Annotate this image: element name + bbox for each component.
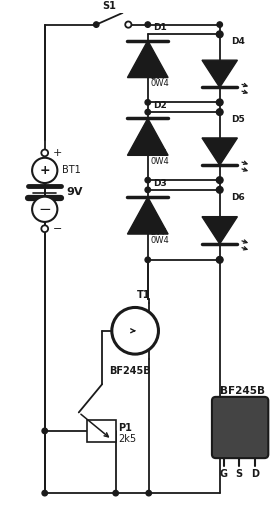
Text: D2: D2 bbox=[153, 101, 166, 110]
Circle shape bbox=[217, 177, 222, 183]
Text: 2V7: 2V7 bbox=[151, 150, 167, 158]
Circle shape bbox=[145, 100, 150, 105]
Circle shape bbox=[217, 257, 222, 263]
Text: −: − bbox=[38, 202, 51, 217]
Text: 0W4: 0W4 bbox=[151, 236, 169, 245]
Circle shape bbox=[217, 257, 222, 263]
Circle shape bbox=[217, 109, 223, 115]
Circle shape bbox=[217, 31, 223, 37]
Circle shape bbox=[42, 490, 48, 496]
Circle shape bbox=[145, 110, 150, 115]
Text: D: D bbox=[251, 469, 259, 479]
Circle shape bbox=[217, 187, 223, 193]
Circle shape bbox=[112, 307, 158, 354]
FancyBboxPatch shape bbox=[87, 420, 116, 441]
Polygon shape bbox=[202, 60, 237, 88]
Text: G: G bbox=[220, 469, 228, 479]
Text: D1: D1 bbox=[153, 24, 166, 32]
Circle shape bbox=[217, 100, 222, 105]
Text: 9V: 9V bbox=[66, 187, 83, 197]
Circle shape bbox=[41, 225, 48, 232]
Circle shape bbox=[217, 99, 223, 105]
Text: −: − bbox=[53, 224, 62, 233]
Text: 2V7: 2V7 bbox=[151, 228, 167, 237]
Circle shape bbox=[32, 197, 57, 222]
Text: BF245B: BF245B bbox=[109, 366, 151, 376]
Circle shape bbox=[217, 187, 222, 193]
Circle shape bbox=[94, 22, 99, 27]
Text: D6: D6 bbox=[231, 193, 245, 202]
Circle shape bbox=[42, 428, 48, 434]
Circle shape bbox=[217, 32, 222, 37]
Circle shape bbox=[146, 490, 151, 496]
FancyBboxPatch shape bbox=[212, 397, 268, 458]
Polygon shape bbox=[127, 118, 168, 155]
Text: BF245B: BF245B bbox=[220, 386, 265, 396]
Text: 2V7: 2V7 bbox=[151, 72, 167, 80]
Circle shape bbox=[145, 22, 150, 27]
Text: T1: T1 bbox=[137, 290, 151, 300]
Text: 0W4: 0W4 bbox=[151, 157, 169, 166]
Polygon shape bbox=[127, 197, 168, 234]
Circle shape bbox=[217, 22, 222, 27]
Text: D5: D5 bbox=[231, 115, 245, 124]
Text: D3: D3 bbox=[153, 179, 166, 188]
Polygon shape bbox=[202, 217, 237, 244]
Circle shape bbox=[217, 177, 223, 183]
Circle shape bbox=[145, 257, 150, 263]
Text: 0W4: 0W4 bbox=[151, 79, 169, 89]
Polygon shape bbox=[202, 138, 237, 165]
Circle shape bbox=[32, 158, 57, 183]
Circle shape bbox=[113, 490, 118, 496]
Circle shape bbox=[145, 187, 150, 193]
Text: 2k5: 2k5 bbox=[119, 434, 137, 444]
Circle shape bbox=[41, 150, 48, 156]
Polygon shape bbox=[127, 40, 168, 78]
Text: BT1: BT1 bbox=[62, 165, 81, 176]
Circle shape bbox=[145, 177, 150, 183]
Text: +: + bbox=[39, 164, 50, 177]
Circle shape bbox=[217, 110, 222, 115]
Text: D4: D4 bbox=[231, 37, 245, 47]
Text: +: + bbox=[53, 148, 62, 158]
Text: P1: P1 bbox=[119, 423, 132, 433]
Text: S: S bbox=[235, 469, 243, 479]
Text: S1: S1 bbox=[102, 1, 116, 11]
Circle shape bbox=[125, 22, 131, 28]
Circle shape bbox=[217, 257, 223, 263]
